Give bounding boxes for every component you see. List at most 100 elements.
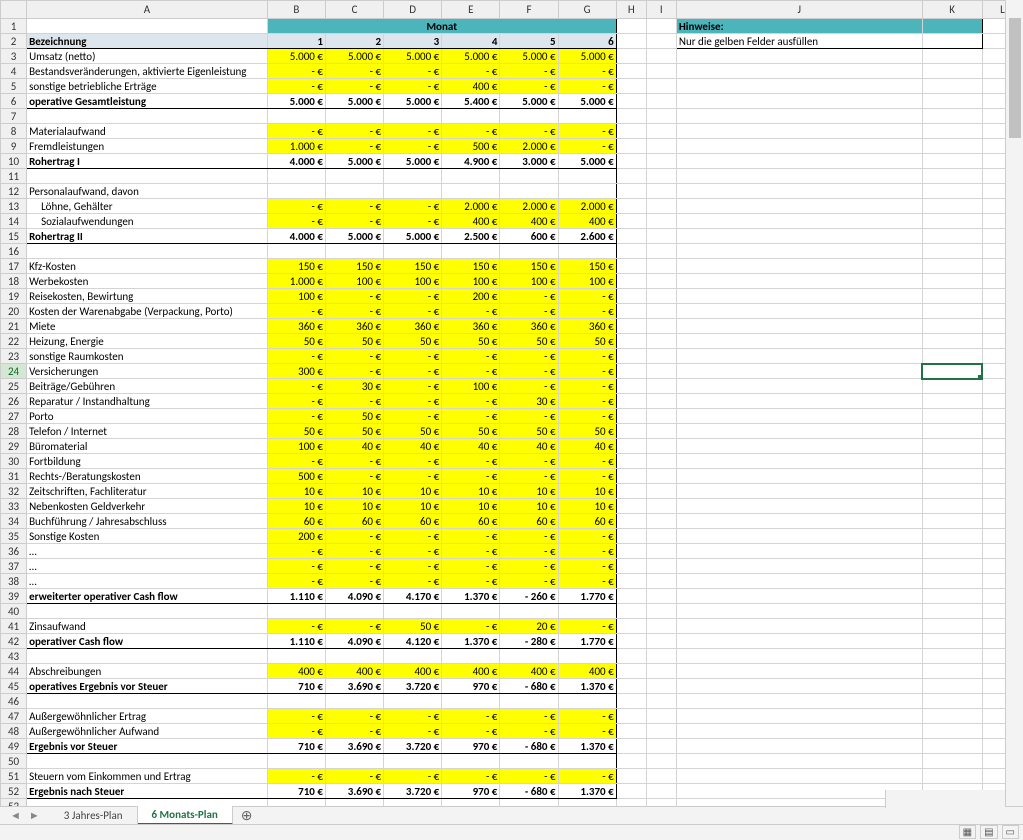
cell[interactable] xyxy=(616,454,646,469)
cell[interactable] xyxy=(922,589,982,604)
calc-cell[interactable]: 1.370 € xyxy=(442,634,500,649)
calc-cell[interactable]: - 680 € xyxy=(500,784,558,799)
input-cell[interactable]: - € xyxy=(558,724,616,739)
fill-handle[interactable] xyxy=(978,375,982,379)
input-cell[interactable]: 40 € xyxy=(500,439,558,454)
calc-cell[interactable]: 5.000 € xyxy=(500,94,558,109)
row-header[interactable]: 1 xyxy=(1,19,27,34)
input-cell[interactable]: - € xyxy=(442,574,500,589)
input-cell[interactable]: - € xyxy=(325,304,383,319)
calc-cell[interactable] xyxy=(267,649,325,664)
input-cell[interactable]: - € xyxy=(558,409,616,424)
row-header[interactable]: 31 xyxy=(1,469,27,484)
cell[interactable] xyxy=(646,439,676,454)
input-cell[interactable]: - € xyxy=(500,64,558,79)
calc-cell[interactable] xyxy=(384,754,442,769)
input-cell[interactable]: 400 € xyxy=(500,214,558,229)
input-cell[interactable]: - € xyxy=(325,139,383,154)
row-header[interactable]: 46 xyxy=(1,694,27,709)
input-cell[interactable]: 20 € xyxy=(500,619,558,634)
calc-cell[interactable]: 5.400 € xyxy=(442,94,500,109)
cell[interactable] xyxy=(646,409,676,424)
cell[interactable] xyxy=(646,679,676,694)
cell[interactable] xyxy=(616,94,646,109)
row-header[interactable]: 43 xyxy=(1,649,27,664)
cell[interactable] xyxy=(616,49,646,64)
cell[interactable] xyxy=(616,349,646,364)
input-cell[interactable]: 5.000 € xyxy=(325,49,383,64)
cell[interactable] xyxy=(646,199,676,214)
cell[interactable] xyxy=(616,274,646,289)
input-cell[interactable]: - € xyxy=(325,559,383,574)
cell[interactable] xyxy=(616,574,646,589)
cell[interactable] xyxy=(646,109,676,124)
calc-cell[interactable] xyxy=(325,799,383,807)
input-cell[interactable]: - € xyxy=(325,769,383,784)
cell[interactable] xyxy=(676,604,922,619)
input-cell[interactable]: - € xyxy=(384,199,442,214)
cell[interactable] xyxy=(676,619,922,634)
input-cell[interactable]: 400 € xyxy=(442,214,500,229)
row-header[interactable]: 36 xyxy=(1,544,27,559)
row-header[interactable]: 11 xyxy=(1,169,27,184)
cell[interactable] xyxy=(922,559,982,574)
cell[interactable] xyxy=(646,649,676,664)
input-cell[interactable]: - € xyxy=(442,559,500,574)
input-cell[interactable]: 50 € xyxy=(267,334,325,349)
cell[interactable] xyxy=(646,799,676,807)
cell[interactable] xyxy=(616,64,646,79)
cell[interactable] xyxy=(676,49,922,64)
cell[interactable] xyxy=(616,664,646,679)
input-cell[interactable]: - € xyxy=(384,709,442,724)
row-header[interactable]: 48 xyxy=(1,724,27,739)
row-header[interactable]: 27 xyxy=(1,409,27,424)
input-cell[interactable]: 1.000 € xyxy=(267,274,325,289)
cell[interactable] xyxy=(616,619,646,634)
cell[interactable] xyxy=(676,754,922,769)
cell[interactable] xyxy=(922,34,982,49)
cell[interactable] xyxy=(676,349,922,364)
cell[interactable] xyxy=(922,394,982,409)
cell[interactable] xyxy=(676,229,922,244)
cell[interactable] xyxy=(922,289,982,304)
cell[interactable] xyxy=(616,109,646,124)
input-cell[interactable]: - € xyxy=(325,544,383,559)
calc-cell[interactable]: 1.370 € xyxy=(442,589,500,604)
cell[interactable] xyxy=(922,139,982,154)
input-cell[interactable]: 60 € xyxy=(325,514,383,529)
input-cell[interactable]: - € xyxy=(558,529,616,544)
input-cell[interactable]: - € xyxy=(267,724,325,739)
input-cell[interactable]: 360 € xyxy=(267,319,325,334)
input-cell[interactable]: - € xyxy=(558,304,616,319)
input-cell[interactable]: - € xyxy=(500,349,558,364)
calc-cell[interactable] xyxy=(325,169,383,184)
calc-cell[interactable] xyxy=(442,169,500,184)
cell[interactable] xyxy=(676,514,922,529)
calc-cell[interactable] xyxy=(500,244,558,259)
calc-cell[interactable]: 3.720 € xyxy=(384,739,442,754)
input-cell[interactable]: - € xyxy=(384,559,442,574)
cell[interactable] xyxy=(676,634,922,649)
input-cell[interactable]: 5.000 € xyxy=(442,49,500,64)
select-all-cell[interactable] xyxy=(1,1,27,19)
cell[interactable] xyxy=(616,514,646,529)
scrollbar-thumb[interactable] xyxy=(1009,18,1021,138)
input-cell[interactable]: - € xyxy=(500,454,558,469)
cell[interactable] xyxy=(646,364,676,379)
input-cell[interactable]: 2.000 € xyxy=(558,199,616,214)
calc-cell[interactable]: 710 € xyxy=(267,679,325,694)
input-cell[interactable]: - € xyxy=(500,574,558,589)
cell[interactable] xyxy=(646,334,676,349)
calc-cell[interactable] xyxy=(558,244,616,259)
input-cell[interactable]: - € xyxy=(384,139,442,154)
cell[interactable] xyxy=(676,649,922,664)
cell[interactable] xyxy=(646,124,676,139)
cell[interactable] xyxy=(646,214,676,229)
calc-cell[interactable]: - 280 € xyxy=(500,634,558,649)
cell[interactable] xyxy=(922,649,982,664)
cell[interactable] xyxy=(646,619,676,634)
cell[interactable] xyxy=(616,409,646,424)
input-cell[interactable]: - € xyxy=(325,199,383,214)
input-cell[interactable]: - € xyxy=(267,349,325,364)
calc-cell[interactable]: 4.170 € xyxy=(384,589,442,604)
